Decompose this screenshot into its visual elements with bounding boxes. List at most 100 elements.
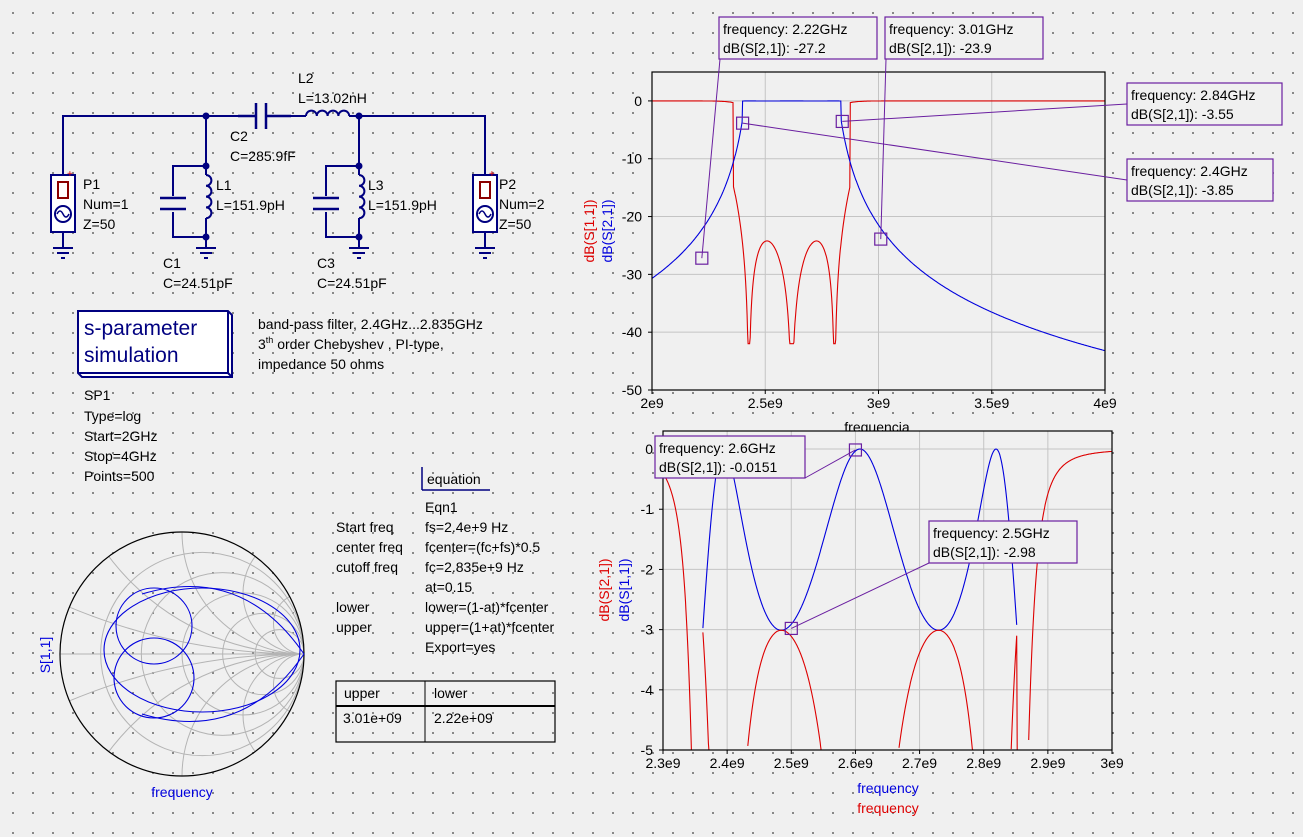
y-tick-label: -40 [622,324,642,340]
x-tick-label: 2.9e9 [1030,755,1065,771]
chart-bottom-ticks: 2.3e9 2.4e9 2.5e9 2.6e9 2.7e9 2.8e9 2.9e9 3e9 0 -… [641,441,1124,771]
chart-bottom-ylabel-s11: dB(S[1,1]) [616,558,632,621]
marker-point[interactable] [784,621,798,636]
inductor-l3-symbol[interactable] [358,174,366,226]
marker-box[interactable] [1126,82,1283,126]
equation-row-label: cutoff freq [336,559,398,575]
chart-bottom-xlabel-red: frequency [857,800,918,816]
port-p1-symbol[interactable]: + [50,169,76,233]
c3-name: C3 [317,255,335,271]
smith-trace-arc [141,585,305,655]
description-line1: band-pass filter, 2.4GHz...2.835GHz [258,316,483,332]
equation-row-label: upper [336,619,372,635]
smith-trace-loop [103,587,301,713]
table-cell-upper: 3.01e+09 [343,710,402,726]
equation-block[interactable]: equation [421,467,490,491]
smith-chart[interactable]: S[1,1] frequency [0,0,914,837]
chart-bottom[interactable]: 2.3e9 2.4e9 2.5e9 2.6e9 2.7e9 2.8e9 2.9e9 3e9 0 -… [596,430,1124,816]
marker-point[interactable] [848,443,863,457]
smith-trace-loop [115,587,193,665]
equation-row-expr: at=0.15 [425,579,472,595]
y-tick-label: 0 [645,441,653,457]
marker-value-label: dB(S[2,1]): -3.85 [1131,182,1234,198]
c1-value: C=24.51pF [163,275,233,291]
equation-row-label: Start freq [336,519,394,535]
marker-frequency-label: frequency: 2.5GHz [933,525,1050,541]
smith-trace-arc [141,653,305,723]
y-tick-label: -1 [641,501,654,517]
description-line3: impedance 50 ohms [258,356,384,372]
equation-row-expr: fcenter=(fc+fs)*0.5 [425,539,540,555]
smith-grid [59,531,305,777]
chart-top[interactable]: 2e9 2.5e9 3e9 3.5e9 4e9 0 -10 -20 -30 -40 -50 freq… [581,16,1283,435]
marker-value-label: dB(S[2,1]): -2.98 [933,544,1036,560]
marker-point[interactable] [695,251,709,265]
marker-box[interactable] [718,16,878,60]
p1-impedance: Z=50 [83,216,116,232]
inductor-l2-symbol[interactable] [290,109,351,117]
chart-bottom-frame [662,430,1113,751]
marker-box[interactable] [1126,158,1274,202]
equation-row-expr: fc=2.835e+9 Hz [425,559,524,575]
chart-top-frame [651,71,1106,391]
chart-bottom-xlabel-blue: frequency [857,780,918,796]
x-tick-label: 2.5e9 [748,395,783,411]
marker-leader-line [804,449,856,479]
svg-text:+: + [489,169,495,180]
inductor-l1-symbol[interactable] [205,174,213,226]
marker-leader-line [701,58,721,259]
results-table[interactable]: upper lower 3.01e+09 2.22e+09 [335,680,556,743]
l3-value: L=151.9pH [368,197,437,213]
svg-text:+: + [67,169,73,180]
x-tick-label: 4e9 [1093,395,1117,411]
l1-value: L=151.9pH [216,197,285,213]
marker-frequency-label: frequency: 3.01GHz [889,21,1014,37]
c1-name: C1 [163,255,181,271]
sim-param: Points=500 [84,468,155,484]
sp-simulation-block[interactable]: s-parameter simulation [77,310,233,378]
x-tick-label: 3.5e9 [974,395,1009,411]
l3-name: L3 [368,177,384,193]
marker-frequency-label: frequency: 2.84GHz [1131,87,1256,103]
smith-reactance-arc [273,653,304,716]
port-p2-symbol[interactable]: + [472,169,498,233]
marker-point[interactable] [735,116,750,130]
p2-num: Num=2 [499,196,545,212]
p2-impedance: Z=50 [499,216,532,232]
marker-frequency-label: frequency: 2.6GHz [659,440,776,456]
marker-box[interactable] [654,435,806,479]
chart-top-ylabel-s21: dB(S[2,1]) [599,199,615,262]
capacitor-c1-symbol[interactable] [160,196,186,211]
chart-top-markers: frequency: 2.22GHz dB(S[2,1]): -27.2 frequ… [695,16,1283,265]
marker-box[interactable] [884,16,1044,60]
marker-box[interactable] [928,520,1078,564]
chart-top-ylabel-s11: dB(S[1,1]) [581,199,597,262]
marker-leader-line [880,58,887,240]
y-tick-label: -5 [641,742,654,758]
chart-top-series-s21 [651,100,1106,352]
marker-point[interactable] [874,232,888,246]
y-tick-label: -30 [622,266,642,282]
line-series-s21 [702,448,1018,631]
y-tick-label: -50 [622,382,642,398]
table-cell-lower: 2.22e+09 [434,710,493,726]
chart-bottom-series-s21 [702,448,1018,631]
sim-title-line1: s-parameter [84,317,197,340]
schematic-wires [62,115,486,248]
l2-name: L2 [298,70,314,86]
x-tick-label: 2.8e9 [966,755,1001,771]
sim-param: Stop=4GHz [84,448,157,464]
y-tick-label: 0 [634,93,642,109]
capacitor-c2-symbol[interactable] [238,103,291,129]
chart-bottom-ylabel-s21: dB(S[2,1]) [596,558,612,621]
y-tick-label: -4 [641,682,654,698]
chart-bottom-markers: frequency: 2.6GHz dB(S[2,1]): -0.0151 freq… [654,435,1078,636]
y-tick-label: -20 [622,209,642,225]
marker-value-label: dB(S[2,1]): -27.2 [723,40,826,56]
wire-junctions [202,112,363,241]
equation-row-expr: lower=(1-at)*fcenter [425,599,549,615]
marker-frequency-label: frequency: 2.22GHz [723,21,848,37]
capacitor-c3-symbol[interactable] [313,196,339,211]
marker-point[interactable] [835,114,849,129]
